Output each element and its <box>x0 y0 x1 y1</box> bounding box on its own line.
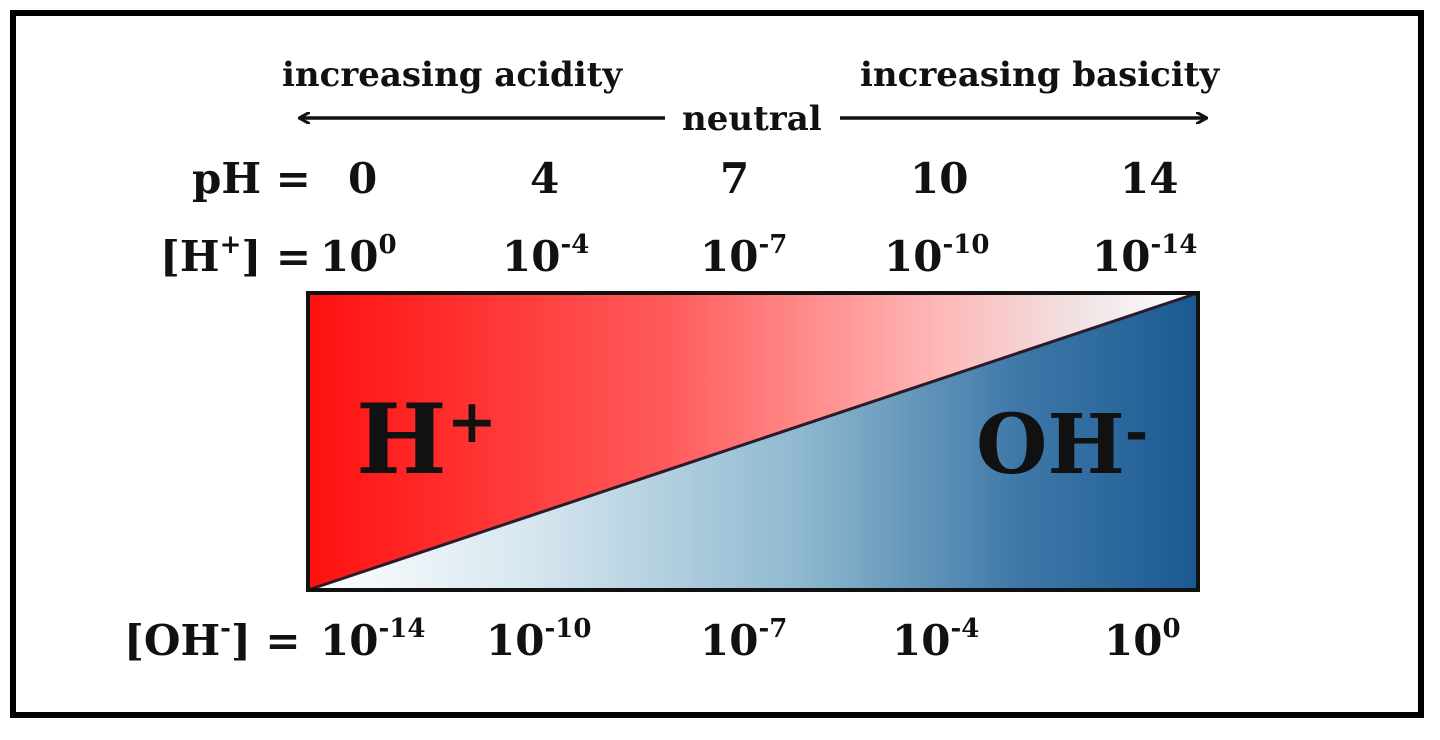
h-concentration-label: [H+] = <box>160 230 312 281</box>
oh-concentration-value: 10-7 <box>700 614 788 665</box>
oh-concentration-label: [OH-] = <box>124 614 301 665</box>
h-concentration-value: 10-14 <box>1092 230 1198 281</box>
h-concentration-value: 10-7 <box>700 230 788 281</box>
oh-concentration-value: 10-14 <box>320 614 426 665</box>
ph-value: 0 <box>348 154 378 203</box>
ph-label: pH = <box>192 154 311 203</box>
ph-value: 7 <box>720 154 750 203</box>
oh-minus-region-label: OH- <box>976 397 1149 493</box>
neutral-label: neutral <box>682 99 822 139</box>
ph-value: 4 <box>530 154 560 203</box>
outer-frame <box>10 10 1424 718</box>
h-concentration-value: 10-4 <box>502 230 590 281</box>
h-plus-region-label: H+ <box>356 383 497 496</box>
scale-bar-border <box>306 291 1200 592</box>
oh-concentration-value: 100 <box>1104 614 1181 665</box>
diagonal-divider <box>307 291 1199 592</box>
h-concentration-value: 100 <box>320 230 397 281</box>
h-concentration-value: 10-10 <box>884 230 990 281</box>
increasing-acidity-label: increasing acidity <box>282 55 623 95</box>
oh-concentration-value: 10-4 <box>892 614 980 665</box>
ph-value: 10 <box>910 154 969 203</box>
oh-concentration-value: 10-10 <box>486 614 592 665</box>
increasing-basicity-label: increasing basicity <box>860 55 1220 95</box>
ph-value: 14 <box>1120 154 1179 203</box>
